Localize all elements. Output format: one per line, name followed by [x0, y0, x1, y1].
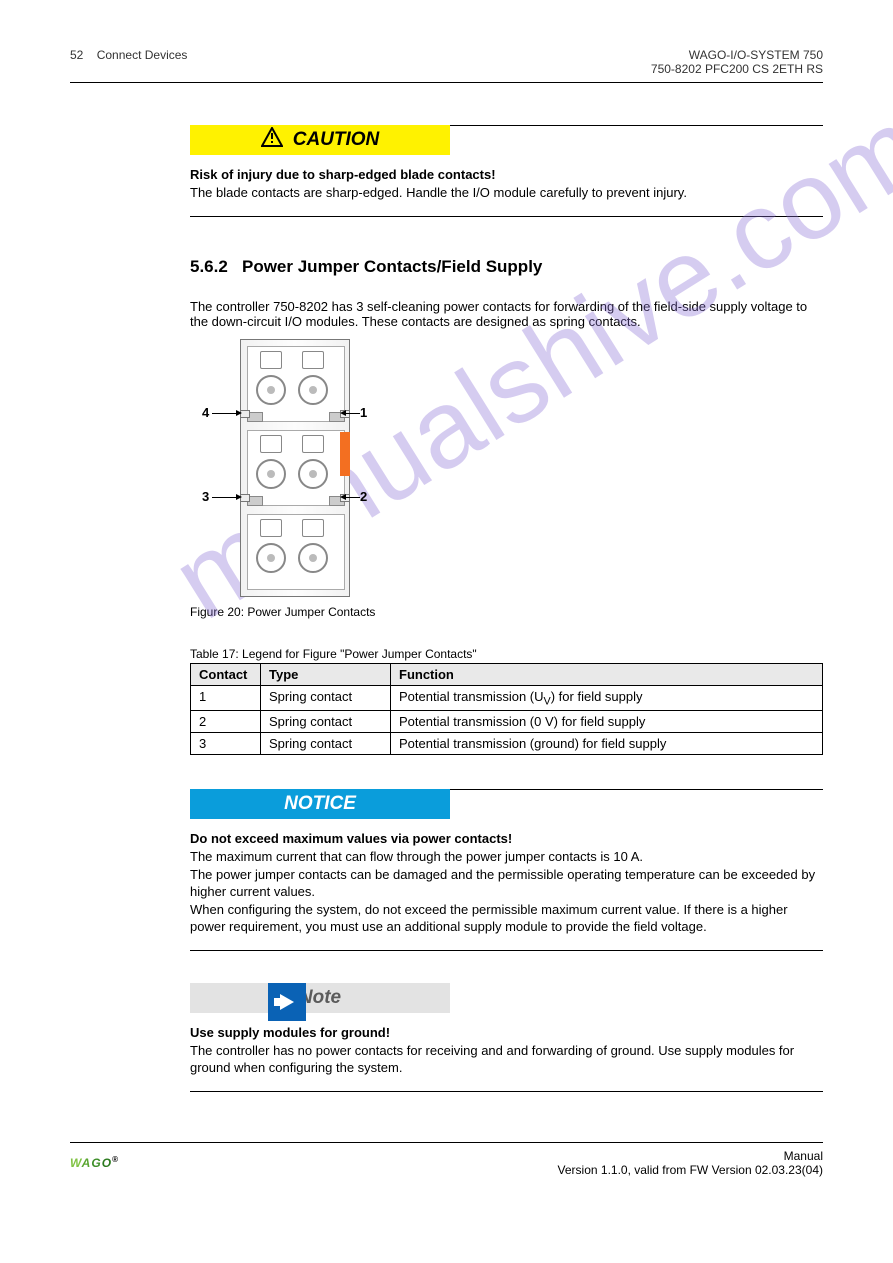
note-callout: Note Use supply modules for ground! The … [190, 983, 823, 1092]
header-section: Connect Devices [97, 48, 188, 62]
header-product-line: WAGO-I/O-SYSTEM 750 [651, 48, 823, 62]
legend-table: Contact Type Function 1 Spring contact P… [190, 663, 823, 756]
section-number: 5.6.2 [190, 257, 228, 276]
cell-function: Potential transmission (ground) for fiel… [391, 733, 823, 755]
cell-function: Potential transmission (0 V) for field s… [391, 711, 823, 733]
page-header: 52 Connect Devices WAGO-I/O-SYSTEM 750 7… [70, 48, 823, 80]
figure-caption-prefix: Figure 20: [190, 605, 244, 619]
slot-1 [247, 346, 345, 422]
section-intro: The controller 750-8202 has 3 self-clean… [190, 299, 823, 329]
notice-callout: NOTICE Do not exceed maximum values via … [190, 789, 823, 951]
cell-type: Spring contact [261, 733, 391, 755]
figure-power-jumper-contacts: 1 2 3 4 [190, 339, 410, 599]
warning-triangle-icon [261, 127, 283, 153]
caution-title: Risk of injury due to sharp-edged blade … [190, 167, 823, 182]
col-function: Function [391, 663, 823, 685]
header-rule [70, 82, 823, 83]
module-outline [240, 339, 350, 597]
fig-label-3: 3 [202, 489, 209, 504]
wago-logo: WAGO® [70, 1155, 119, 1170]
note-title: Use supply modules for ground! [190, 1025, 823, 1040]
notice-text-2: The power jumper contacts can be damaged… [190, 866, 823, 901]
cell-contact: 2 [191, 711, 261, 733]
page-number: 52 [70, 48, 83, 62]
table-row: 1 Spring contact Potential transmission … [191, 685, 823, 711]
table-caption-prefix: Table 17: [190, 647, 239, 661]
notice-text-1: The maximum current that can flow throug… [190, 848, 823, 866]
header-product-model: 750-8202 PFC200 CS 2ETH RS [651, 62, 823, 76]
table-caption-text: Legend for Figure "Power Jumper Contacts… [242, 647, 477, 661]
table-caption: Table 17: Legend for Figure "Power Jumpe… [190, 647, 823, 661]
cell-function: Potential transmission (UV) for field su… [391, 685, 823, 711]
caution-callout: CAUTION Risk of injury due to sharp-edge… [190, 125, 823, 217]
release-tab [340, 432, 350, 476]
fig-label-4: 4 [202, 405, 209, 420]
caution-text: The blade contacts are sharp-edged. Hand… [190, 184, 823, 202]
figure-caption-text: Power Jumper Contacts [247, 605, 375, 619]
footer-manual: Manual [558, 1149, 823, 1163]
fig-label-1: 1 [360, 405, 367, 420]
note-badge: Note [190, 983, 450, 1013]
page-footer: WAGO® Manual Version 1.1.0, valid from F… [70, 1149, 823, 1177]
table-header-row: Contact Type Function [191, 663, 823, 685]
fig-label-2: 2 [360, 489, 367, 504]
section-heading: 5.6.2 Power Jumper Contacts/Field Supply [190, 257, 823, 277]
cell-type: Spring contact [261, 711, 391, 733]
col-type: Type [261, 663, 391, 685]
notice-title: Do not exceed maximum values via power c… [190, 831, 823, 846]
note-arrow-icon [268, 983, 306, 1021]
table-row: 2 Spring contact Potential transmission … [191, 711, 823, 733]
footer-rule [70, 1142, 823, 1143]
footer-version: Version 1.1.0, valid from FW Version 02.… [558, 1163, 823, 1177]
header-right: WAGO-I/O-SYSTEM 750 750-8202 PFC200 CS 2… [651, 48, 823, 76]
slot-3 [247, 514, 345, 590]
notice-badge-label: NOTICE [284, 793, 356, 815]
footer-meta: Manual Version 1.1.0, valid from FW Vers… [558, 1149, 823, 1177]
col-contact: Contact [191, 663, 261, 685]
cell-type: Spring contact [261, 685, 391, 711]
note-text: The controller has no power contacts for… [190, 1042, 823, 1077]
notice-badge: NOTICE [190, 789, 450, 819]
caution-badge: CAUTION [190, 125, 450, 155]
cell-contact: 3 [191, 733, 261, 755]
table-row: 3 Spring contact Potential transmission … [191, 733, 823, 755]
section-title: Power Jumper Contacts/Field Supply [242, 257, 542, 276]
slot-2 [247, 430, 345, 506]
figure-caption: Figure 20: Power Jumper Contacts [190, 605, 823, 619]
cell-contact: 1 [191, 685, 261, 711]
caution-badge-label: CAUTION [293, 129, 380, 151]
notice-text-3: When configuring the system, do not exce… [190, 901, 823, 936]
header-left: 52 Connect Devices [70, 48, 187, 76]
